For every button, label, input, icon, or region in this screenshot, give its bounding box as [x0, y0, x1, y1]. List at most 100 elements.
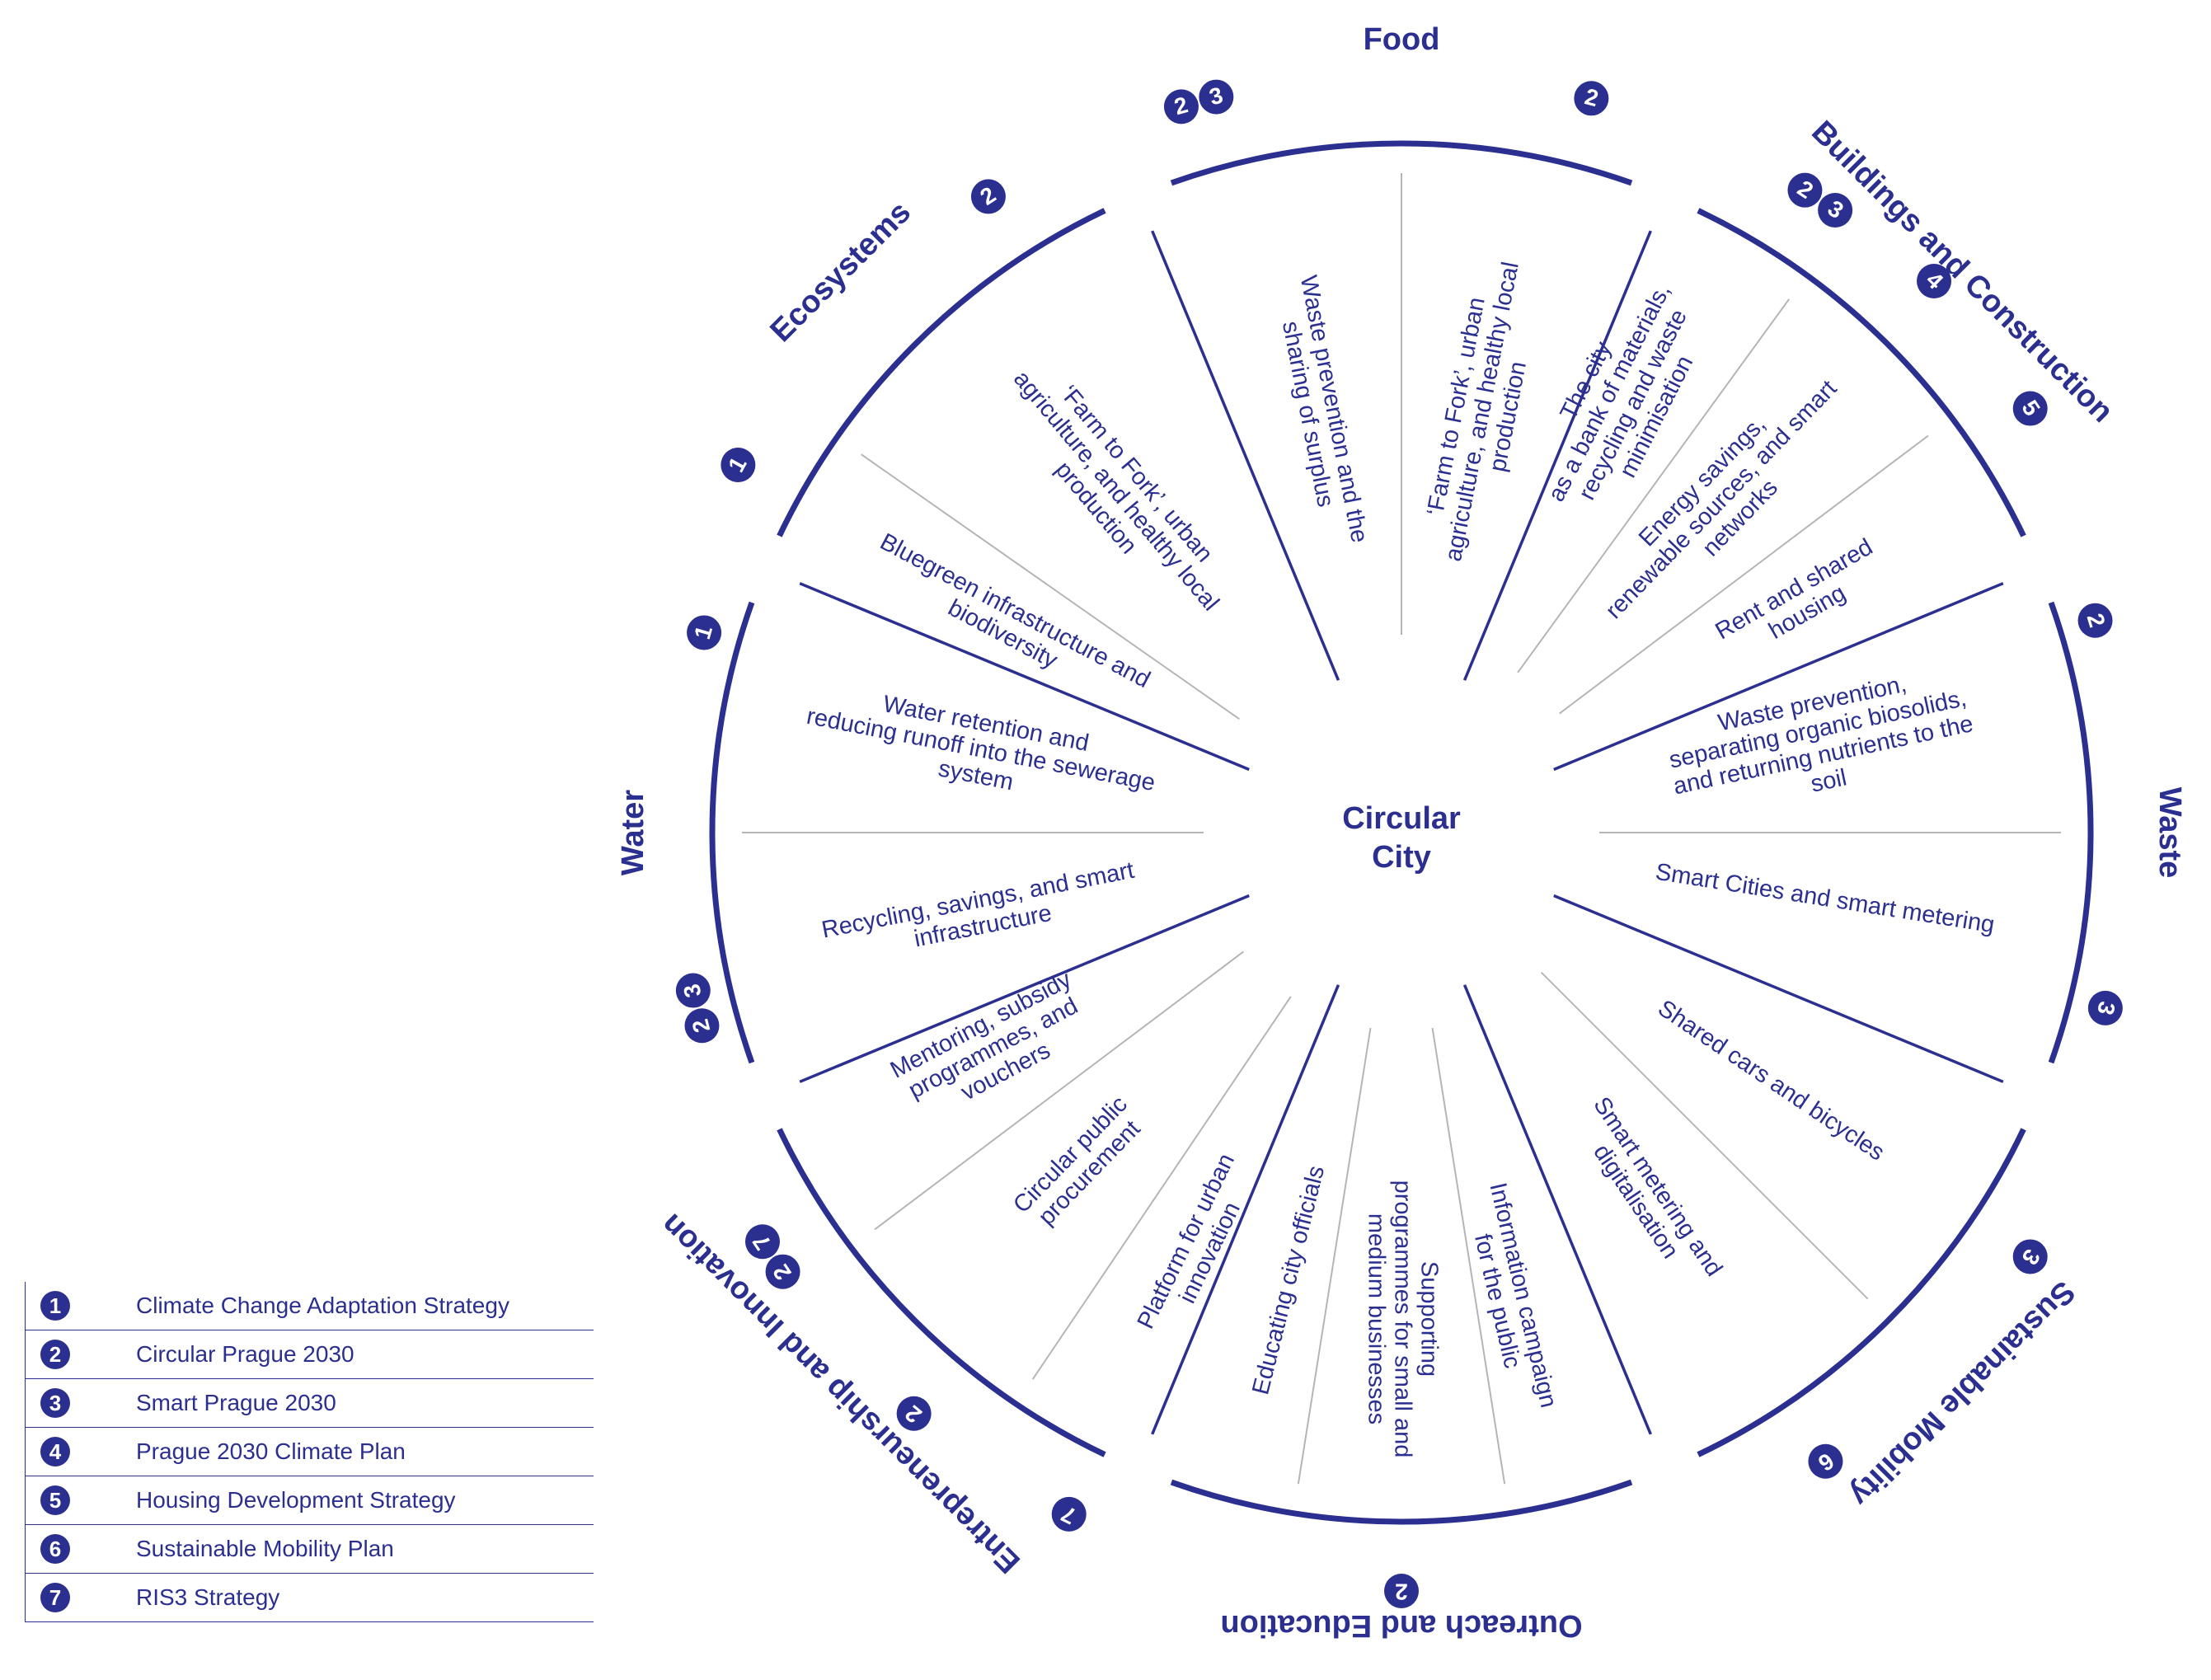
sector-arc: [709, 601, 755, 1064]
item-divider: [1297, 1027, 1372, 1485]
strategy-badge: [1574, 81, 1609, 116]
sector-arc: [1170, 1479, 1633, 1525]
sector-boundary: [1462, 230, 1652, 681]
sector-item-line: Supporting: [1415, 1261, 1442, 1377]
strategy-badge: [1917, 264, 1952, 299]
legend-label: Climate Change Adaptation Strategy: [136, 1293, 509, 1318]
dividers: [742, 173, 2061, 1485]
item-divider: [874, 950, 1244, 1231]
legend-number-badge: 5: [40, 1485, 70, 1515]
strategy-badge: [765, 1254, 800, 1289]
legend-label: RIS3 Strategy: [136, 1584, 280, 1610]
legend: 1 Climate Change Adaptation Strategy 2 C…: [25, 1282, 594, 1622]
strategy-badge-number: 3: [2092, 999, 2120, 1018]
center-label: Circular City: [1342, 801, 1461, 875]
sector-arc: [777, 1128, 1106, 1457]
strategy-badge: [2012, 391, 2048, 426]
center-label-line2: City: [1372, 840, 1431, 875]
strategy-badge: [721, 447, 756, 482]
strategy-badge: [896, 1396, 932, 1431]
legend-number-badge: 3: [40, 1388, 70, 1418]
legend-number-badge: 1: [40, 1291, 70, 1321]
sector-arc: [1170, 140, 1633, 186]
item-divider: [1517, 298, 1791, 673]
strategy-badge-number: 2: [1395, 1579, 1408, 1605]
legend-row: 6 Sustainable Mobility Plan: [25, 1525, 594, 1574]
strategy-badge: [2087, 990, 2123, 1025]
sector-arc: [1697, 208, 2026, 537]
item-divider: [1031, 996, 1292, 1380]
sector-item: Recycling, savings, and smartinfrastruct…: [819, 857, 1136, 953]
sector-arc: [777, 208, 1106, 537]
sector-item-line: Smart Cities and smart metering: [1654, 859, 1997, 939]
strategy-badge: [1199, 79, 1234, 115]
strategy-badge: [1051, 1496, 1087, 1532]
sector-item: Smart Cities and smart metering: [1654, 859, 1997, 939]
legend-number-badge: 2: [40, 1340, 70, 1369]
item-divider: [1559, 434, 1929, 715]
legend-row: 4 Prague 2030 Climate Plan: [25, 1428, 594, 1476]
item-divider: [861, 453, 1240, 720]
strategy-badge: [1808, 1443, 1843, 1479]
sector-boundary: [1462, 984, 1652, 1435]
sector-title: Sustainable Mobility: [1842, 1274, 2081, 1512]
sector-title: Waste: [2152, 787, 2187, 879]
sector-item-line: programmes for small and: [1389, 1180, 1415, 1458]
legend-row: 7 RIS3 Strategy: [25, 1574, 594, 1622]
strategy-badge: [1384, 1574, 1419, 1608]
item-divider: [1431, 1027, 1506, 1485]
strategy-badge: [970, 179, 1006, 214]
strategy-badge: [2077, 603, 2113, 638]
sector-title: Ecosystems: [764, 195, 918, 350]
sector-item: Waste prevention,separating organic bios…: [1667, 671, 1975, 800]
sector-arc: [1697, 1128, 2026, 1457]
sector-title: Water: [616, 790, 650, 875]
sector-arcs: [709, 140, 2094, 1525]
sector-arc: [2048, 601, 2094, 1064]
item-divider: [1540, 971, 1869, 1300]
legend-row: 1 Climate Change Adaptation Strategy: [25, 1282, 594, 1330]
sector-boundary: [1151, 984, 1340, 1435]
strategy-badge: [1163, 89, 1199, 124]
sector-boundary: [1553, 894, 2004, 1083]
strategy-badge: [1818, 192, 1853, 228]
legend-row: 3 Smart Prague 2030: [25, 1379, 594, 1428]
strategy-badge: [684, 1008, 720, 1044]
sector-boundary: [799, 894, 1250, 1083]
strategy-badge: [744, 1224, 780, 1260]
legend-row: 2 Circular Prague 2030: [25, 1330, 594, 1379]
strategy-badge-number: 2: [1582, 83, 1601, 111]
center-label-line1: Circular: [1342, 801, 1461, 836]
sector-title: Buildings and Construction: [1805, 115, 2119, 429]
sector-item-line: medium businesses: [1363, 1213, 1389, 1424]
strategy-badge: [2012, 1239, 2048, 1274]
sector-boundary: [799, 582, 1250, 772]
strategy-badge: [675, 973, 711, 1008]
legend-label: Sustainable Mobility Plan: [136, 1536, 394, 1561]
legend-number-badge: 4: [40, 1437, 70, 1466]
sector-item-line: Bluegreen infrastructure and: [875, 528, 1154, 693]
legend-label: Circular Prague 2030: [136, 1341, 354, 1367]
strategy-badge-number: 3: [678, 982, 706, 1001]
legend-row: 5 Housing Development Strategy: [25, 1476, 594, 1525]
legend-label: Smart Prague 2030: [136, 1390, 336, 1415]
legend-number-badge: 7: [40, 1583, 70, 1612]
legend-label: Housing Development Strategy: [136, 1487, 456, 1513]
legend-number-badge: 6: [40, 1534, 70, 1564]
strategy-badge: [1787, 172, 1823, 208]
sector-item-line: agriculture, and healthy local: [1008, 366, 1224, 616]
sector-boundary: [1553, 582, 2004, 772]
legend-label: Prague 2030 Climate Plan: [136, 1438, 406, 1464]
sector-title: Entrepreneurship and Innovation: [655, 1207, 1027, 1579]
